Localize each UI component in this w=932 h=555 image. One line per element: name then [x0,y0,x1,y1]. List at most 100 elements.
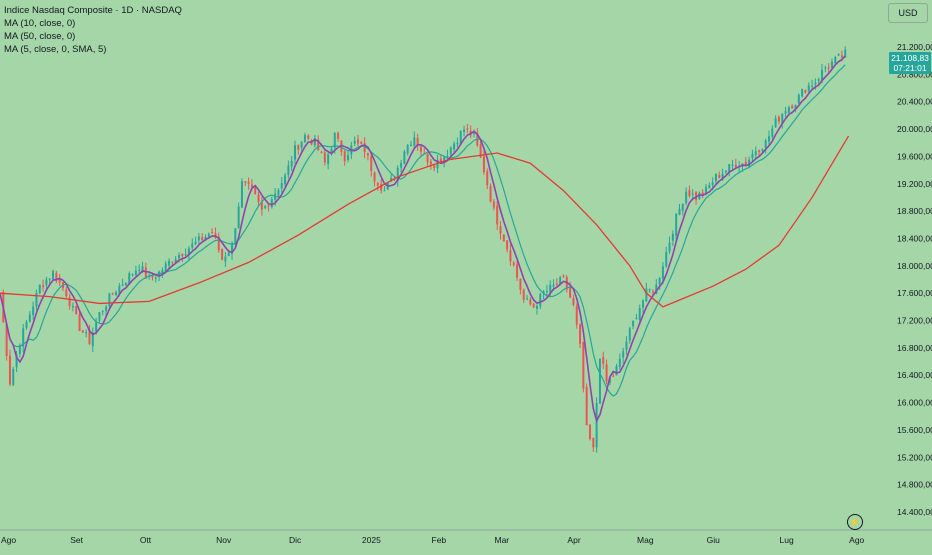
candle-body [124,282,127,286]
candle-body [237,206,240,229]
candle-body [446,155,449,157]
candle-body [164,263,167,272]
y-tick-label: 16.400,00 [897,370,932,380]
candle-body [705,186,708,194]
y-tick-label: 17.600,00 [897,288,932,298]
candle-body [439,158,442,163]
candle-body [45,279,48,286]
candle-body [320,151,323,153]
candle-body [128,273,131,285]
candle-body [585,387,588,426]
legend-ma5[interactable]: MA (5, close, 0, SMA, 5) [4,44,107,55]
candle-body [373,172,376,182]
candle-body [300,141,303,148]
candle-body [400,162,403,168]
x-tick-label: Nov [216,535,232,545]
candle-body [844,49,847,58]
candle-body [85,332,88,334]
candle-body [91,332,94,347]
candle-body [761,149,764,151]
candle-body [227,252,230,257]
candle-body [711,182,714,185]
candle-body [771,128,774,137]
candle-body [131,274,134,276]
candle-body [181,253,184,257]
x-tick-label: Mag [637,535,654,545]
candle-body [201,237,204,241]
candle-body [532,303,535,308]
candle-body [840,55,843,58]
candle-body [71,306,74,308]
candle-body [313,138,316,146]
candle-body [492,201,495,208]
candle-body [453,143,456,150]
y-tick-label: 16.000,00 [897,398,932,408]
candle-body [456,142,459,145]
candle-body [224,256,227,262]
candle-body [589,424,591,439]
candle-body [154,277,157,279]
candle-body [105,306,108,312]
y-tick-label: 20.000,00 [897,124,932,134]
candle-body [615,365,618,376]
candle-body [171,261,174,263]
candle-body [443,157,446,162]
ma5-line [0,55,846,423]
candle-body [264,206,267,209]
chart-legend: Indice Nasdaq Composite · 1D · NASDAQ MA… [4,4,182,56]
candle-body [595,403,598,448]
currency-button[interactable]: USD [888,3,928,23]
candle-body [489,186,492,202]
candle-body [751,154,754,159]
y-tick-label: 17.200,00 [897,316,932,326]
candle-body [48,278,51,280]
candle-body [516,264,519,278]
candle-body [284,175,287,185]
candle-body [191,243,194,248]
candle-body [821,69,824,81]
candle-body [661,266,664,279]
candle-body [58,279,61,283]
candle-body [598,358,601,404]
candle-body [724,170,727,173]
lightning-icon[interactable]: ⚡ [847,514,863,530]
candle-body [509,250,512,262]
candle-body [333,133,336,149]
legend-ma50[interactable]: MA (50, close, 0) [4,31,76,42]
candle-body [95,322,98,332]
candle-body [413,137,416,146]
candle-body [787,107,790,113]
candle-body [376,182,379,186]
x-tick-label: Giu [707,535,721,545]
candle-body [280,183,283,189]
candle-body [419,146,422,152]
candle-body [817,79,820,81]
last-price-value: 21.108,83 [891,53,929,63]
candle-body [380,184,383,191]
candle-body [270,199,273,208]
candle-body [134,270,137,275]
candle-body [834,56,837,64]
candle-body [38,284,41,294]
candle-body [572,298,575,305]
candle-body [194,241,197,245]
candle-body [337,132,340,139]
candle-body [158,271,161,277]
legend-ma10[interactable]: MA (10, close, 0) [4,18,76,29]
candle-body [688,190,691,196]
candle-body [297,144,300,150]
candle-body [675,213,678,236]
candle-body [98,312,101,321]
candle-body [410,144,413,147]
candle-body [519,278,522,290]
candle-body [635,317,638,319]
candle-body [81,330,84,333]
candle-body [65,289,68,297]
candle-body [42,285,45,287]
candle-body [754,151,757,156]
candle-body [22,328,25,347]
candle-body [52,271,55,280]
candle-body [695,191,698,200]
